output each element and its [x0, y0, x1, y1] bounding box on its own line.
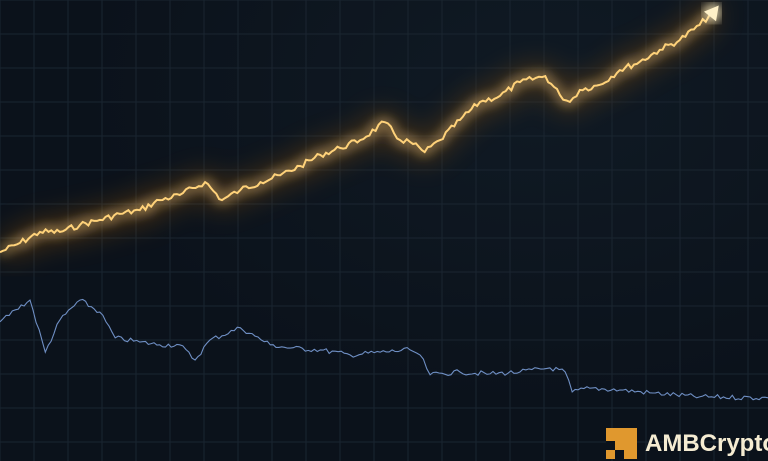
logo-mark-icon	[606, 428, 637, 459]
arrowhead-icon	[704, 5, 719, 22]
series-layer	[0, 1, 768, 401]
brand-name: AMBCrypto	[645, 429, 768, 457]
series-line-orange	[0, 9, 716, 254]
brand-logo: AMBCrypto	[606, 428, 768, 459]
series-line-blue	[0, 298, 768, 401]
